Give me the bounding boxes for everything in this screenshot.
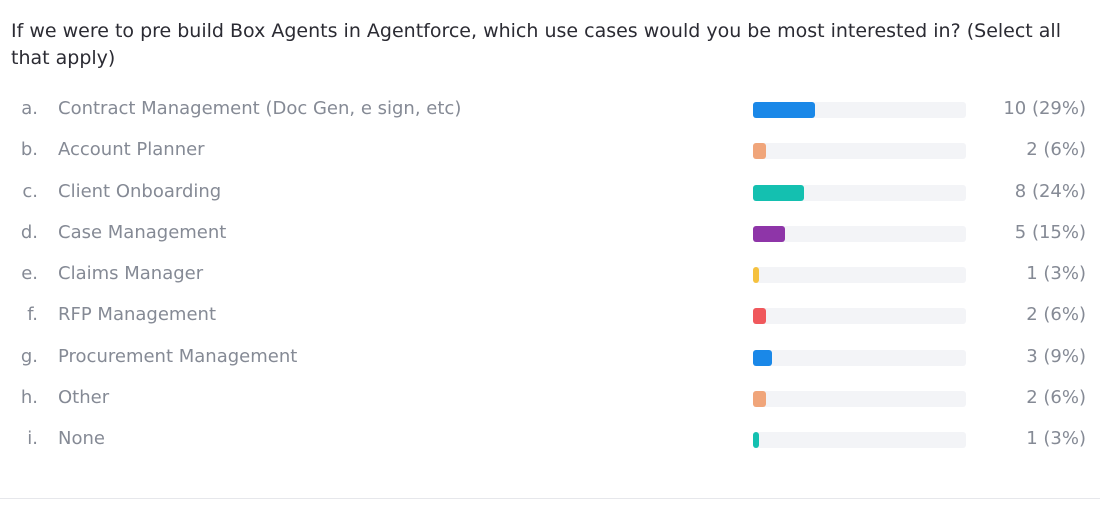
answer-letter: f. bbox=[27, 304, 38, 326]
bar bbox=[753, 432, 760, 449]
answer-label: Claims Manager bbox=[58, 263, 204, 285]
bar-track bbox=[753, 391, 966, 408]
answer-count: 3 (9%) bbox=[1026, 345, 1086, 367]
bar bbox=[753, 143, 766, 160]
bar bbox=[753, 349, 773, 366]
answer-label: Contract Management (Doc Gen, e sign, et… bbox=[58, 98, 462, 119]
answer-label: Client Onboarding bbox=[58, 180, 222, 202]
divider bbox=[0, 498, 1100, 499]
answer-letter: h. bbox=[20, 387, 38, 409]
answer-row: c. Client Onboarding 8 (24%) bbox=[0, 173, 1100, 214]
answer-count: 2 (6%) bbox=[1026, 387, 1086, 409]
answer-row: i. None 1 (3%) bbox=[0, 420, 1100, 461]
bar-track bbox=[753, 225, 966, 242]
answer-row: a. Contract Management (Doc Gen, e sign, … bbox=[0, 90, 1100, 131]
answer-label: Other bbox=[58, 387, 110, 409]
answer-count: 1 (3%) bbox=[1026, 428, 1086, 450]
answer-letter: i. bbox=[27, 428, 38, 450]
bar bbox=[753, 184, 805, 201]
answer-letter: d. bbox=[20, 221, 38, 243]
bar-track bbox=[753, 102, 966, 118]
bar-track bbox=[753, 308, 966, 325]
bar bbox=[753, 391, 766, 408]
answer-count: 5 (15%) bbox=[1014, 221, 1086, 243]
answer-count: 8 (24%) bbox=[1014, 180, 1086, 202]
answer-row: f. RFP Management 2 (6%) bbox=[0, 296, 1100, 337]
answer-count: 2 (6%) bbox=[1026, 304, 1086, 326]
question-title: If we were to pre build Box Agents in Ag… bbox=[11, 20, 1061, 69]
bar bbox=[753, 267, 760, 284]
answer-row: g. Procurement Management 3 (9%) bbox=[0, 338, 1100, 379]
answer-count: 2 (6%) bbox=[1026, 139, 1086, 161]
bar bbox=[753, 308, 766, 325]
bar-track bbox=[753, 349, 966, 366]
bar bbox=[753, 102, 815, 118]
answer-row: h. Other 2 (6%) bbox=[0, 379, 1100, 420]
answer-label: Procurement Management bbox=[58, 345, 298, 367]
answer-letter: e. bbox=[21, 263, 38, 285]
answer-count: 10 (29%) bbox=[1003, 98, 1086, 119]
bar-track bbox=[753, 184, 966, 201]
answer-label: Case Management bbox=[58, 221, 227, 243]
answer-count: 1 (3%) bbox=[1026, 263, 1086, 285]
answer-label: None bbox=[58, 428, 105, 450]
answer-label: RFP Management bbox=[58, 304, 217, 326]
answer-row: d. Case Management 5 (15%) bbox=[0, 214, 1100, 255]
response-chart: a. Contract Management (Doc Gen, e sign, … bbox=[0, 90, 1100, 462]
bar-track bbox=[753, 267, 966, 284]
answer-letter: c. bbox=[22, 180, 38, 202]
answer-row: b. Account Planner 2 (6%) bbox=[0, 131, 1100, 172]
answer-letter: a. bbox=[21, 98, 38, 119]
answer-label: Account Planner bbox=[58, 139, 205, 161]
bar bbox=[753, 225, 785, 242]
answer-letter: b. bbox=[20, 139, 38, 161]
answer-letter: g. bbox=[20, 345, 38, 367]
bar-track bbox=[753, 143, 966, 160]
bar-track bbox=[753, 432, 966, 449]
answer-row: e. Claims Manager 1 (3%) bbox=[0, 255, 1100, 296]
